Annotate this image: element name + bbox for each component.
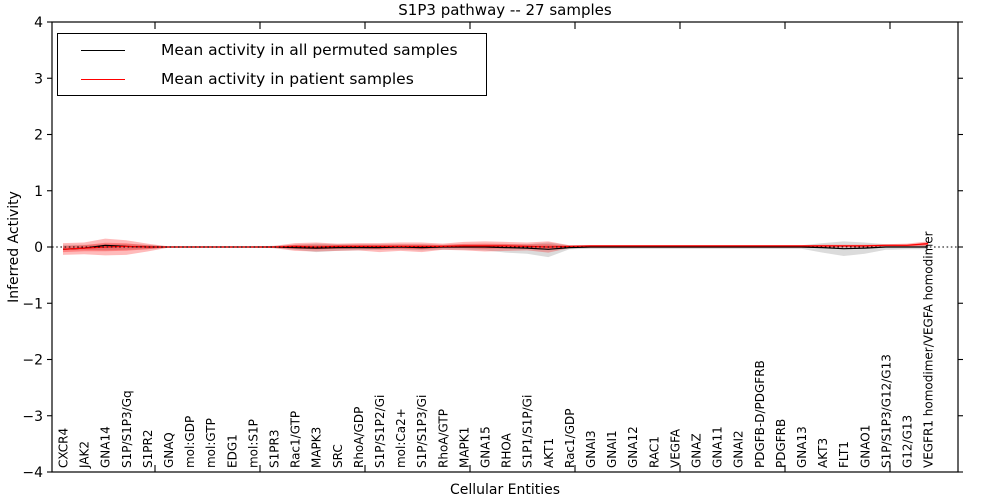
legend-label-patient: Mean activity in patient samples: [161, 70, 414, 88]
x-tick-label: GNAI1: [605, 430, 619, 468]
x-tick-label: S1P/S1P3/G12/G13: [879, 354, 893, 468]
x-tick-label: RAC1: [647, 436, 661, 468]
x-tick-label: S1P/S1P3/Gi: [415, 395, 429, 468]
x-tick-label: MAPK1: [457, 427, 471, 468]
legend-entry-permuted: Mean activity in all permuted samples: [81, 37, 486, 63]
y-tick-label: 0: [34, 240, 43, 256]
x-tick-label: mol:Ca2+: [394, 408, 408, 468]
legend: Mean activity in all permuted samples Me…: [57, 33, 487, 96]
y-tick-label: 3: [34, 71, 43, 87]
y-tick-label: −3: [22, 409, 43, 425]
x-tick-label: Rac1/GDP: [563, 409, 577, 468]
x-tick-label: mol:S1P: [246, 419, 260, 468]
x-tick-label: GNA12: [626, 426, 640, 468]
x-tick-label: S1PR2: [141, 430, 155, 468]
x-tick-label: PDGFRB: [774, 419, 788, 468]
y-axis-label: Inferred Activity: [6, 191, 22, 303]
x-tick-label: FLT1: [837, 441, 851, 468]
y-tick-label: 2: [34, 128, 43, 144]
legend-line-sample-patient: [81, 78, 125, 80]
x-tick-label: VEGFR1 homodimer/VEGFA homodimer: [922, 231, 936, 468]
x-tick-label: GNAQ: [162, 432, 176, 468]
x-tick-label: EDG1: [225, 434, 239, 468]
x-tick-label: GNAI2: [732, 430, 746, 468]
x-tick-label: SRC: [331, 444, 345, 468]
x-tick-label: Rac1/GTP: [289, 411, 303, 468]
patient-mean-line: [62, 243, 929, 250]
legend-entry-patient: Mean activity in patient samples: [81, 66, 486, 92]
x-tick-label: GNA14: [99, 426, 113, 468]
legend-line-sample-permuted: [81, 49, 125, 51]
x-tick-label: G12/G13: [901, 415, 915, 468]
x-tick-label: VEGFA: [668, 428, 682, 468]
chart-title: S1P3 pathway -- 27 samples: [398, 1, 612, 19]
x-tick-label: S1P1/S1P/Gi: [521, 395, 535, 468]
x-tick-label: CXCR4: [57, 428, 71, 468]
x-tick-label: RHOA: [500, 432, 514, 468]
y-tick-label: −4: [22, 465, 43, 481]
x-tick-label: AKT1: [542, 438, 556, 468]
x-tick-label: RhoA/GTP: [436, 409, 450, 468]
x-tick-label: MAPK3: [310, 427, 324, 468]
x-axis-label: Cellular Entities: [449, 482, 561, 498]
x-tick-label: GNAZ: [690, 433, 704, 468]
x-tick-label: GNA15: [479, 426, 493, 468]
x-tick-label: S1P/S1P2/Gi: [373, 395, 387, 468]
y-tick-label: 1: [34, 184, 43, 200]
y-tick-label: 4: [34, 15, 43, 31]
x-tick-label: GNAI3: [584, 430, 598, 468]
x-tick-label: GNA13: [795, 426, 809, 468]
x-tick-label: mol:GTP: [204, 418, 218, 468]
x-tick-label: S1PR3: [268, 430, 282, 468]
x-tick-label: PDGFB-D/PDGFRB: [753, 360, 767, 468]
x-tick-label: GNA11: [711, 426, 725, 468]
x-tick-label: AKT3: [816, 438, 830, 468]
y-tick-label: −1: [22, 296, 43, 312]
legend-label-permuted: Mean activity in all permuted samples: [161, 41, 458, 59]
y-tick-label: −2: [22, 353, 43, 369]
x-tick-label: mol:GDP: [183, 416, 197, 468]
x-tick-label: S1P/S1P3/Gq: [120, 390, 134, 468]
x-tick-label: RhoA/GDP: [352, 407, 366, 468]
x-tick-label: GNAO1: [858, 425, 872, 468]
x-tick-label: JAK2: [78, 441, 92, 469]
